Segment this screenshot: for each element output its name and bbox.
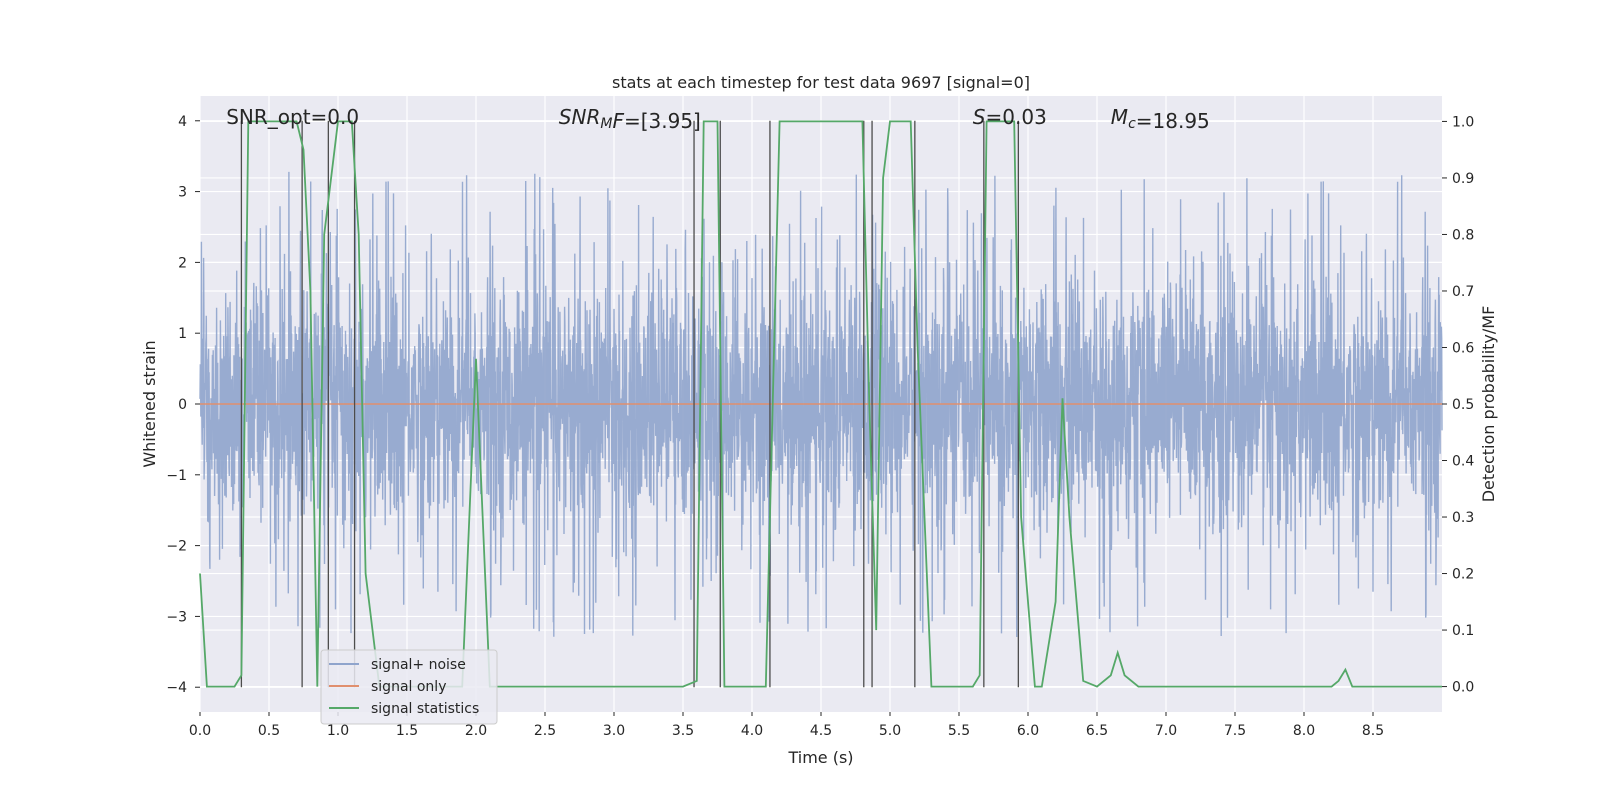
legend-label-signal-only: signal only bbox=[371, 679, 446, 695]
annotation-chirp-mass: Mc=18.95 bbox=[1111, 105, 1210, 133]
annotation-s-value: S=0.03 bbox=[973, 105, 1047, 129]
y-tick-label-2: −2 bbox=[166, 539, 187, 555]
y2-tick-label-3: 0.3 bbox=[1452, 510, 1474, 526]
x-tick-label-5: 2.5 bbox=[534, 723, 556, 739]
y-tick-label-5: 1 bbox=[178, 326, 187, 342]
x-tick-label-2: 1.0 bbox=[327, 723, 349, 739]
x-tick-label-8: 4.0 bbox=[741, 723, 763, 739]
y-tick-label-3: −1 bbox=[166, 468, 187, 484]
y2-tick-label-1: 0.1 bbox=[1452, 623, 1474, 639]
series-signal-plus-noise bbox=[199, 171, 1443, 638]
y2-tick-label-6: 0.6 bbox=[1452, 340, 1474, 356]
series-signal-statistics bbox=[199, 120, 1442, 688]
y2-tick-label-0: 0.0 bbox=[1452, 680, 1474, 696]
y-tick-label-4: 0 bbox=[178, 397, 187, 413]
y-tick-label-1: −3 bbox=[166, 609, 187, 625]
y2-tick-label-2: 0.2 bbox=[1452, 567, 1474, 583]
x-tick-label-6: 3.0 bbox=[603, 723, 625, 739]
y-tick-label-8: 4 bbox=[178, 114, 187, 130]
x-tick-label-12: 6.0 bbox=[1017, 723, 1039, 739]
y2-tick-label-9: 0.9 bbox=[1452, 171, 1474, 187]
x-tick-label-7: 3.5 bbox=[672, 723, 694, 739]
y-axis-ticks: −4 −3 −2 −1 0 1 2 3 4 bbox=[166, 114, 200, 696]
x-tick-label-17: 8.5 bbox=[1362, 723, 1384, 739]
annotation-snr-opt: SNR_opt=0.0 bbox=[226, 105, 359, 129]
y2-tick-label-5: 0.5 bbox=[1452, 397, 1474, 413]
legend: signal+ noise signal only signal statist… bbox=[320, 649, 498, 725]
y-tick-label-7: 3 bbox=[178, 185, 187, 201]
y2-axis-ticks: 0.0 0.1 0.2 0.3 0.4 0.5 0.6 0.7 0.8 0.9 1.0 bbox=[1442, 114, 1474, 696]
y2-tick-label-10: 1.0 bbox=[1452, 114, 1474, 130]
x-axis-ticks: 0.0 0.5 1.0 1.5 2.0 2.5 3.0 3.5 4.0 4.5 5.0 5.5 6.0 6… bbox=[189, 712, 1384, 739]
x-tick-label-13: 6.5 bbox=[1086, 723, 1108, 739]
legend-label-signal-statistics: signal statistics bbox=[371, 701, 479, 717]
x-tick-label-1: 0.5 bbox=[258, 723, 280, 739]
signal-statistics-line bbox=[199, 120, 1442, 688]
x-tick-label-3: 1.5 bbox=[396, 723, 418, 739]
y-axis-label: Whitened strain bbox=[140, 340, 159, 467]
x-axis-label: Time (s) bbox=[787, 748, 853, 767]
x-tick-label-11: 5.5 bbox=[948, 723, 970, 739]
y-tick-label-0: −4 bbox=[166, 680, 187, 696]
x-tick-label-9: 4.5 bbox=[810, 723, 832, 739]
x-tick-label-16: 8.0 bbox=[1293, 723, 1315, 739]
x-tick-label-0: 0.0 bbox=[189, 723, 211, 739]
legend-label-signal-plus-noise: signal+ noise bbox=[371, 657, 466, 673]
annotation-snr-mf: SNRMF=[3.95] bbox=[559, 105, 701, 133]
y2-axis-label: Detection probability/MF bbox=[1479, 306, 1498, 503]
y2-tick-label-4: 0.4 bbox=[1452, 454, 1474, 470]
x-tick-label-10: 5.0 bbox=[879, 723, 901, 739]
y2-tick-label-7: 0.7 bbox=[1452, 284, 1474, 300]
y-tick-label-6: 2 bbox=[178, 255, 187, 271]
x-tick-label-14: 7.0 bbox=[1155, 723, 1177, 739]
annotations: SNR_opt=0.0 SNRMF=[3.95] S=0.03 Mc=18.95 bbox=[226, 105, 1210, 133]
y2-tick-label-8: 0.8 bbox=[1452, 227, 1474, 243]
x-tick-label-4: 2.0 bbox=[465, 723, 487, 739]
chart-title: stats at each timestep for test data 969… bbox=[612, 73, 1030, 92]
signal-plus-noise-line bbox=[199, 171, 1443, 638]
legend-box bbox=[320, 649, 498, 725]
x-tick-label-15: 7.5 bbox=[1224, 723, 1246, 739]
